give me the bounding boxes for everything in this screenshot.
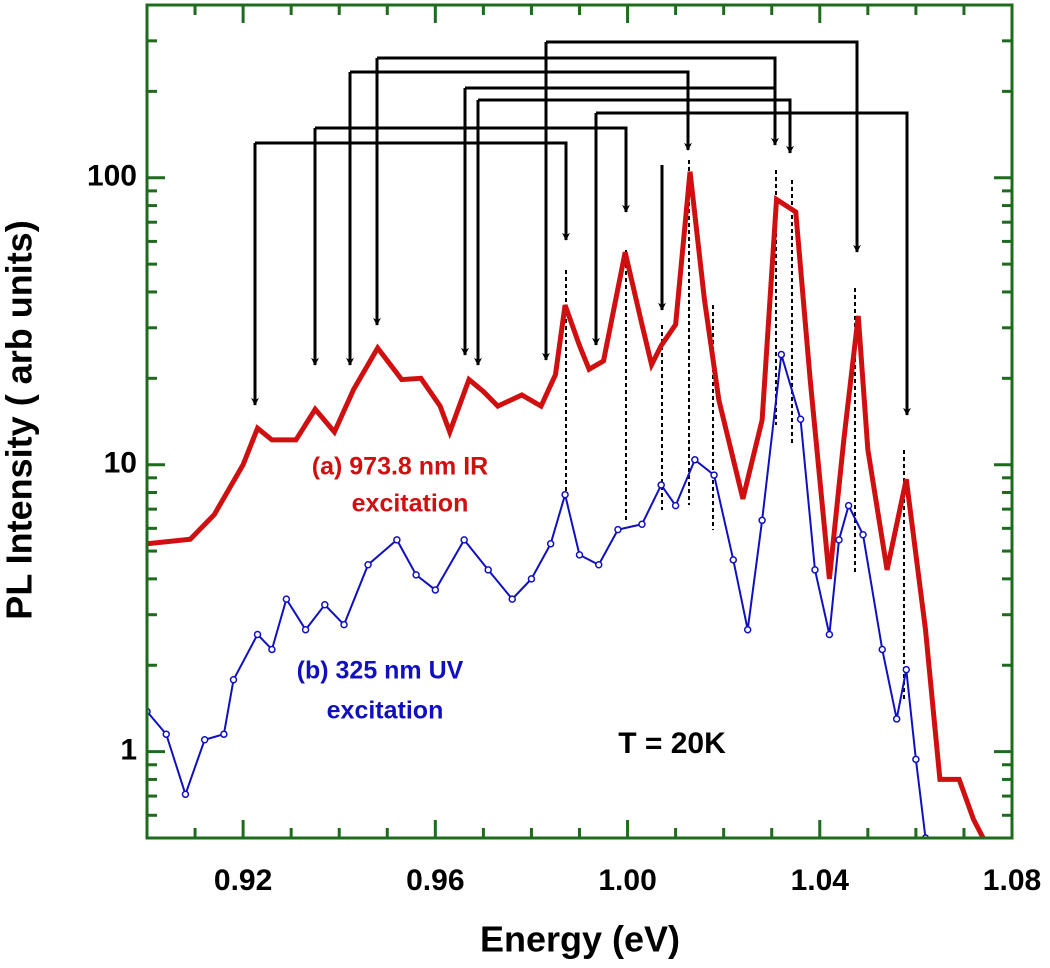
arrows xyxy=(251,40,907,415)
arrow xyxy=(594,111,907,415)
point xyxy=(268,645,276,654)
peak-lines xyxy=(565,160,905,700)
arrow xyxy=(476,98,790,365)
point xyxy=(825,630,834,639)
point xyxy=(835,536,843,544)
point xyxy=(743,625,752,634)
point xyxy=(393,536,401,544)
y-tick-label: 100 xyxy=(87,160,137,193)
point xyxy=(878,645,886,654)
point xyxy=(340,620,348,629)
arrow xyxy=(544,40,857,360)
point xyxy=(729,556,738,564)
point xyxy=(431,586,440,594)
x-tick-label: 1.04 xyxy=(791,864,850,897)
point xyxy=(657,481,665,489)
point xyxy=(892,715,901,723)
point xyxy=(902,665,911,674)
plot-frame xyxy=(145,3,1014,840)
point xyxy=(412,571,420,579)
series-line xyxy=(147,354,927,838)
annotation: excitation xyxy=(352,490,469,518)
point xyxy=(859,530,867,539)
point xyxy=(912,755,920,764)
point xyxy=(777,350,786,359)
point xyxy=(200,735,209,744)
point xyxy=(181,790,190,799)
annotation: T = 20K xyxy=(618,727,726,760)
x-tick-label: 1.00 xyxy=(598,864,656,897)
point xyxy=(811,566,819,574)
point xyxy=(638,520,646,529)
point xyxy=(671,501,680,510)
point xyxy=(162,730,170,738)
annotation: excitation xyxy=(327,697,444,725)
x-tick-label: 1.08 xyxy=(983,864,1041,897)
point xyxy=(546,540,555,548)
point xyxy=(561,490,569,499)
x-tick-label: 0.96 xyxy=(406,864,464,897)
point xyxy=(229,676,238,684)
y-axis-title: PL Intensity ( arb units) xyxy=(0,220,40,619)
point xyxy=(460,536,468,544)
point xyxy=(710,471,718,479)
arrow xyxy=(253,141,566,400)
annotation: (a) 973.8 nm IR xyxy=(312,453,488,481)
arrow xyxy=(375,56,775,325)
series-line xyxy=(147,171,986,838)
point xyxy=(844,501,853,510)
point xyxy=(508,595,516,603)
point xyxy=(220,730,228,738)
point xyxy=(364,560,372,569)
x-tick-label: 0.92 xyxy=(214,864,272,897)
arrow xyxy=(463,86,777,355)
point xyxy=(282,595,291,603)
arrow xyxy=(313,126,626,365)
y-tick-label: 10 xyxy=(104,447,137,480)
y-tick-label: 1 xyxy=(120,734,137,767)
point xyxy=(691,456,699,464)
point xyxy=(594,560,603,569)
plot-area xyxy=(147,171,986,838)
point xyxy=(614,525,622,534)
point xyxy=(484,566,492,574)
point xyxy=(253,630,262,639)
point xyxy=(301,625,310,634)
point xyxy=(575,551,584,559)
point xyxy=(527,575,536,583)
point xyxy=(321,600,329,609)
point xyxy=(796,415,805,423)
arrow xyxy=(348,70,688,365)
annotation: (b) 325 nm UV xyxy=(297,657,464,685)
x-axis-title: Energy (eV) xyxy=(480,919,680,960)
point xyxy=(758,516,766,525)
